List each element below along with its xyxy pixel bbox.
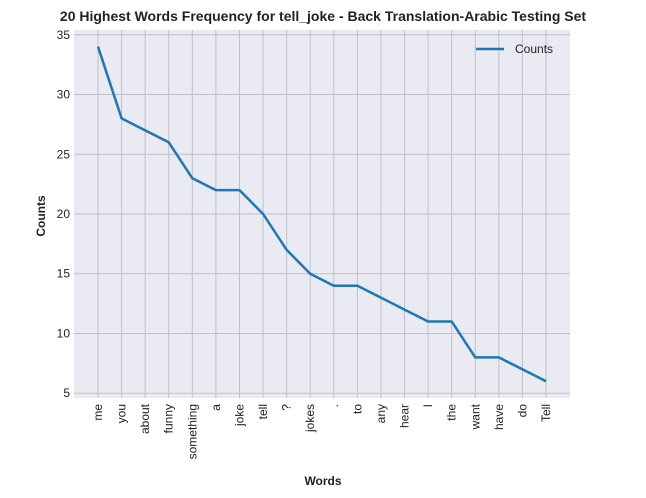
x-tick-label: to [350, 404, 364, 414]
x-tick-label: Tell [539, 404, 553, 422]
x-tick-label: the [445, 404, 459, 421]
y-tick-label: 10 [57, 326, 71, 340]
y-tick-label: 5 [63, 386, 70, 400]
x-axis-label: Words [304, 474, 341, 488]
y-tick-label: 15 [57, 267, 71, 281]
x-tick-label: about [138, 403, 152, 434]
x-tick-label: funny [162, 404, 176, 433]
x-tick-label: hear [398, 404, 412, 428]
x-tick-label: ? [280, 404, 294, 411]
x-tick-labels: me you about funny something a joke tell? jokes.… [91, 403, 553, 459]
y-tick-label: 25 [57, 147, 71, 161]
x-tick-label: me [91, 404, 105, 421]
x-tick-label: have [492, 404, 506, 430]
x-tick-label: want [468, 403, 482, 430]
series-line-counts [96, 46, 547, 383]
y-tick-label: 30 [57, 88, 71, 102]
y-tick-label: 20 [57, 207, 71, 221]
y-gridlines [74, 34, 570, 394]
x-tick-label: any [374, 404, 388, 423]
x-tick-label: I [421, 404, 435, 407]
x-tick-label: jokes [303, 404, 317, 433]
x-tick-label: do [515, 404, 529, 418]
x-tick-label: you [115, 404, 129, 423]
x-tick-label: something [185, 404, 199, 459]
y-tick-labels: 5 10 15 20 25 30 35 [57, 28, 71, 400]
y-tick-label: 35 [57, 28, 71, 42]
chart-title: 20 Highest Words Frequency for tell_joke… [60, 8, 587, 24]
legend-label-counts: Counts [515, 42, 553, 56]
x-tick-label: . [327, 404, 341, 407]
x-tick-label: tell [256, 404, 270, 419]
x-tick-label: a [209, 404, 223, 411]
legend: Counts [476, 42, 553, 56]
x-tick-label: joke [232, 404, 246, 427]
y-axis-label: Counts [34, 195, 48, 237]
